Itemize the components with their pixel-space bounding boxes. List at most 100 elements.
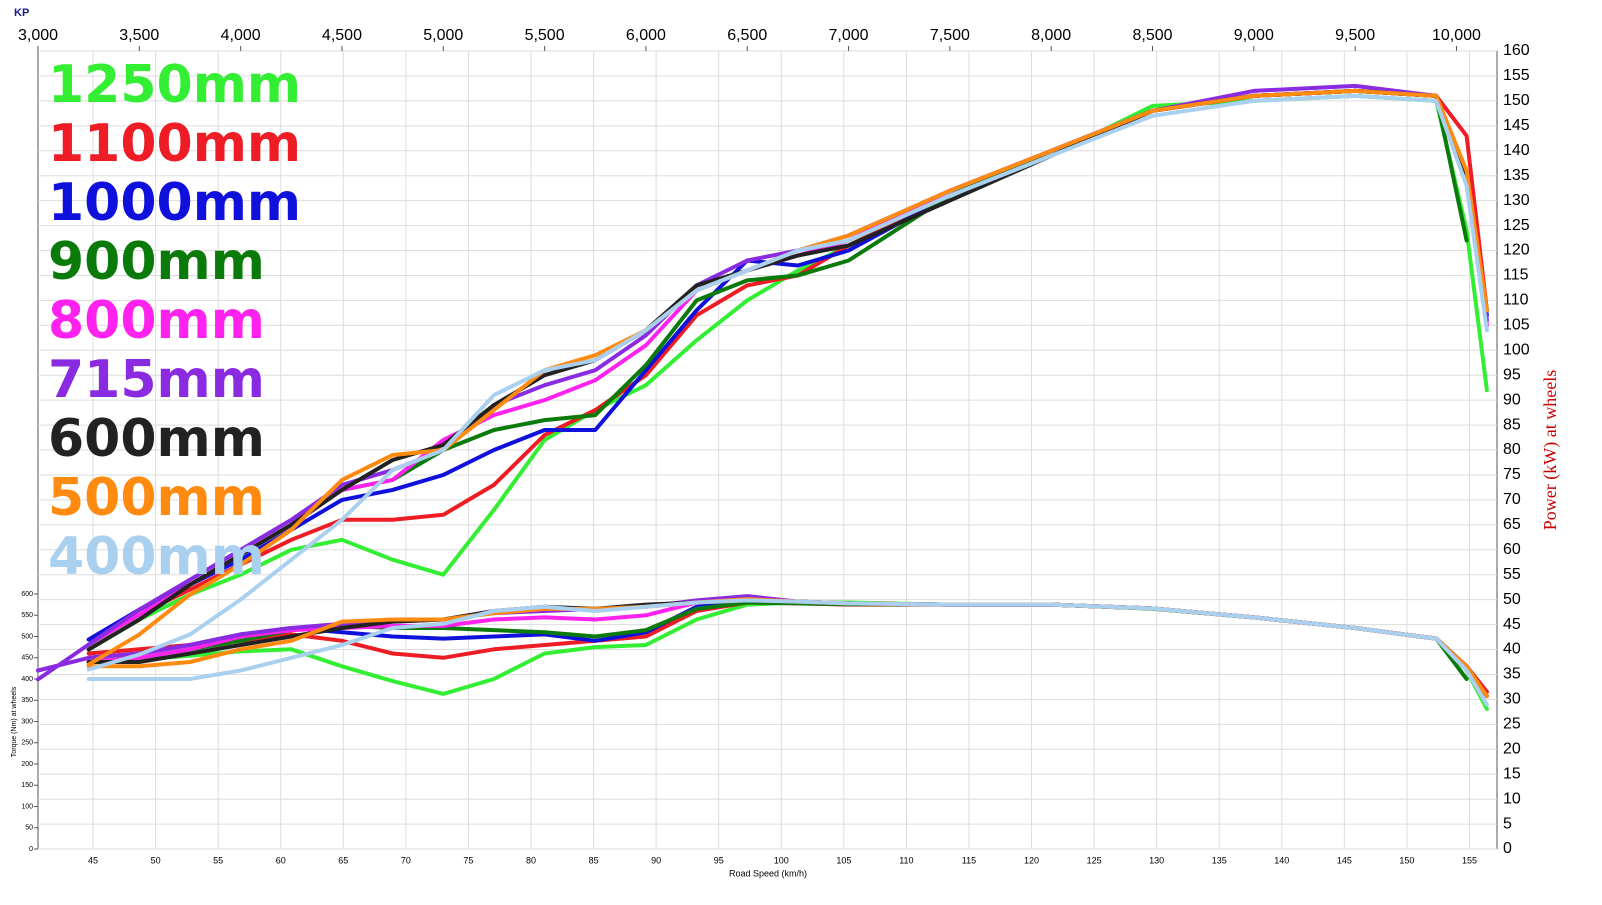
x-tick-label: 6,000 — [626, 27, 666, 44]
x2-tick-label: 50 — [151, 855, 161, 865]
y-tick-label: 115 — [1503, 267, 1529, 284]
y-tick-label: 90 — [1503, 391, 1521, 408]
power-line — [86, 93, 1489, 672]
x-tick-label: 5,500 — [525, 27, 565, 44]
legend-entry: 1250mm — [48, 55, 301, 115]
y-tick-label: 65 — [1503, 516, 1521, 533]
x2-tick-label: 125 — [1087, 855, 1102, 865]
y2-tick-label: 300 — [21, 718, 33, 725]
legend-entry: 800mm — [48, 291, 265, 351]
y2-tick-label: 400 — [21, 676, 33, 683]
y-tick-label: 55 — [1503, 566, 1521, 583]
legend-entry: 500mm — [48, 468, 265, 528]
y-tick-label: 140 — [1503, 142, 1530, 159]
y-tick-label: 100 — [1503, 341, 1530, 358]
x2-tick-label: 145 — [1337, 855, 1352, 865]
y-tick-label: 150 — [1503, 92, 1530, 109]
legend-entry: 600mm — [48, 409, 265, 469]
x-tick-label: 6,500 — [727, 27, 767, 44]
torque-line — [86, 598, 1489, 707]
x2-tick-label: 65 — [338, 855, 348, 865]
y-tick-label: 35 — [1503, 666, 1521, 683]
x-tick-label: 10,000 — [1432, 27, 1481, 44]
x-tick-label: 9,000 — [1234, 27, 1274, 44]
x2-tick-label: 90 — [651, 855, 661, 865]
x2-tick-label: 100 — [774, 855, 789, 865]
y2-tick-label: 0 — [29, 846, 33, 853]
y-tick-label: 160 — [1503, 42, 1530, 59]
x2-tick-label: 115 — [962, 855, 976, 865]
x2-tick-label: 45 — [88, 855, 98, 865]
x2-tick-label: 105 — [836, 855, 851, 865]
y-tick-label: 70 — [1503, 491, 1521, 508]
y-tick-label: 155 — [1503, 67, 1530, 84]
y2-tick-label: 350 — [21, 697, 33, 704]
x-tick-label: 7,000 — [829, 27, 869, 44]
y-tick-label: 40 — [1503, 641, 1521, 658]
y-tick-label: 85 — [1503, 416, 1521, 433]
y-tick-label: 10 — [1503, 790, 1521, 807]
y2-tick-label: 600 — [21, 591, 33, 598]
y-tick-label: 130 — [1503, 192, 1530, 209]
x2-tick-label: 95 — [714, 855, 724, 865]
y-tick-label: 50 — [1503, 591, 1521, 608]
y2-tick-label: 150 — [21, 782, 33, 789]
y-tick-label: 20 — [1503, 740, 1521, 757]
y2-tick-label: 100 — [21, 803, 33, 810]
y-axis-label: Power (kW) at wheels — [1540, 370, 1561, 530]
x2-tick-label: 75 — [463, 855, 473, 865]
y-tick-label: 80 — [1503, 441, 1521, 458]
x2-tick-label: 155 — [1462, 855, 1477, 865]
y2-tick-label: 450 — [21, 655, 33, 662]
y-tick-label: 75 — [1503, 466, 1521, 483]
y-tick-label: 135 — [1503, 167, 1530, 184]
x2-tick-label: 60 — [276, 855, 286, 865]
y-tick-label: 60 — [1503, 541, 1521, 558]
y-tick-label: 105 — [1503, 317, 1530, 334]
power-line — [36, 83, 1489, 682]
x2-tick-label: 110 — [899, 855, 913, 865]
x-tick-label: 4,000 — [221, 27, 261, 44]
legend-entry: 400mm — [48, 527, 265, 587]
y-tick-label: 125 — [1503, 217, 1530, 234]
x-tick-label: 9,500 — [1335, 27, 1375, 44]
x-tick-label: 5,000 — [423, 27, 463, 44]
y2-tick-label: 200 — [21, 761, 33, 768]
y-tick-label: 120 — [1503, 242, 1530, 259]
y2-tick-label: 500 — [21, 633, 33, 640]
x-axis-label: KP — [14, 7, 29, 19]
x-tick-label: 3,000 — [18, 27, 58, 44]
legend-entry: 1100mm — [48, 114, 301, 174]
y2-axis-label: Torque (Nm) at wheels — [11, 686, 18, 757]
x-tick-label: 8,500 — [1132, 27, 1172, 44]
x-tick-label: 4,500 — [322, 27, 362, 44]
x2-tick-label: 70 — [401, 855, 411, 865]
y-tick-label: 15 — [1503, 765, 1521, 782]
x2-tick-label: 150 — [1399, 855, 1414, 865]
x2-axis-label: Road Speed (km/h) — [729, 868, 807, 878]
legend-entry: 900mm — [48, 232, 265, 292]
x2-tick-label: 120 — [1024, 855, 1039, 865]
y-tick-label: 145 — [1503, 117, 1530, 134]
x-tick-label: 8,000 — [1031, 27, 1071, 44]
y-tick-label: 30 — [1503, 691, 1521, 708]
legend-entry: 715mm — [48, 350, 265, 410]
x2-tick-label: 80 — [526, 855, 536, 865]
legend-entry: 1000mm — [48, 173, 301, 233]
y2-tick-label: 50 — [25, 825, 33, 832]
y-tick-label: 95 — [1503, 366, 1521, 383]
x2-tick-label: 140 — [1274, 855, 1289, 865]
y-tick-label: 5 — [1503, 815, 1512, 832]
x2-tick-label: 135 — [1212, 855, 1227, 865]
y-tick-label: 110 — [1503, 292, 1529, 309]
x2-tick-label: 85 — [589, 855, 599, 865]
y2-tick-label: 250 — [21, 740, 33, 747]
x2-tick-label: 55 — [213, 855, 223, 865]
x2-tick-label: 130 — [1149, 855, 1164, 865]
y-tick-label: 25 — [1503, 716, 1521, 733]
x-tick-label: 7,500 — [930, 27, 970, 44]
y-tick-label: 0 — [1503, 840, 1512, 857]
y-tick-label: 45 — [1503, 616, 1521, 633]
x-tick-label: 3,500 — [119, 27, 159, 44]
